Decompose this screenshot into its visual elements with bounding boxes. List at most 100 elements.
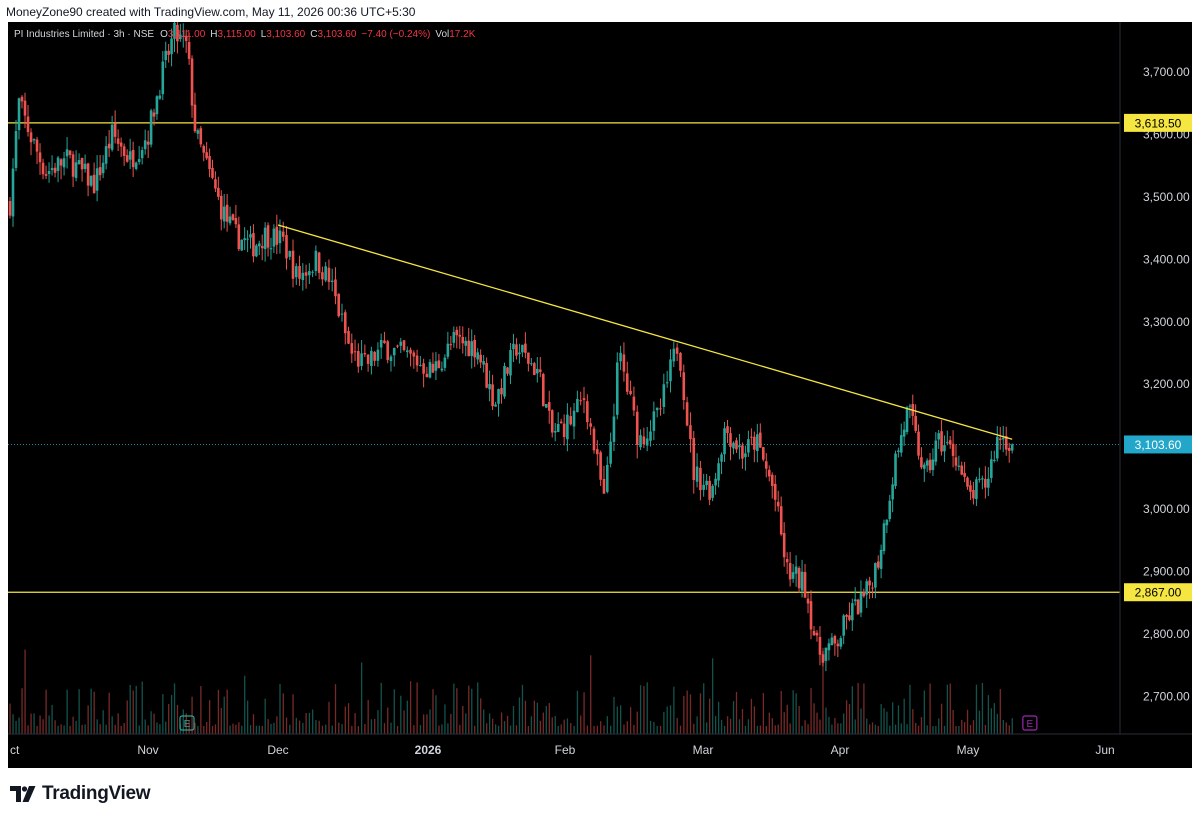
candle-body: [479, 354, 482, 363]
candle-body: [874, 563, 877, 588]
volume-bar: [780, 691, 782, 734]
candle-body: [311, 271, 314, 273]
volume-bar: [99, 724, 101, 734]
candle-body: [625, 373, 629, 392]
candle-body: [65, 149, 69, 157]
candle-body: [876, 561, 880, 568]
legend-vol-key: Vol: [435, 29, 450, 40]
candle-body: [392, 347, 396, 356]
price-line-tag: [1124, 583, 1192, 602]
candle-body: [767, 469, 771, 477]
volume-bar: [533, 700, 536, 734]
volume-bar: [712, 658, 714, 734]
candle-body: [137, 159, 141, 163]
candle-body: [249, 234, 252, 238]
volume-bar: [406, 700, 408, 734]
candle-body: [541, 374, 545, 407]
time-tick-label: Nov: [137, 743, 158, 757]
candle-body: [1001, 437, 1005, 440]
candle-body: [509, 350, 512, 376]
candle-body: [415, 355, 419, 366]
candle-body: [1007, 447, 1011, 451]
candle-body: [827, 643, 831, 651]
volume-bar: [703, 683, 705, 734]
candle-body: [954, 457, 958, 466]
volume-bar: [244, 675, 246, 734]
candle-body: [134, 162, 138, 169]
candle-body: [818, 636, 822, 655]
candle-body: [53, 167, 57, 173]
candle-body: [272, 228, 276, 247]
volume-bar: [560, 724, 562, 734]
candle-body: [455, 329, 459, 336]
volume-bar: [593, 725, 595, 734]
candle-body: [437, 360, 441, 369]
price-tick-label: 3,300.00: [1143, 315, 1190, 329]
volume-bar: [518, 697, 521, 734]
volume-bar: [679, 725, 682, 734]
candle-body: [797, 568, 801, 589]
candle-body: [29, 132, 33, 143]
candle-body: [957, 465, 961, 467]
candle-body: [131, 149, 135, 168]
time-tick-label: Dec: [267, 743, 288, 757]
volume-bar: [883, 708, 885, 734]
candle-body: [350, 343, 354, 354]
candle-body: [428, 362, 432, 378]
volume-bar: [744, 725, 747, 734]
volume-bar: [318, 720, 320, 734]
candle-body: [679, 352, 682, 371]
price-scale: [1120, 22, 1192, 734]
candle-body: [960, 465, 964, 475]
candle-body: [255, 245, 258, 257]
brand-footer[interactable]: TradingView: [10, 783, 151, 805]
candle-body: [685, 402, 689, 426]
candle-body: [500, 387, 503, 395]
candle-body: [702, 484, 705, 490]
candle-body: [609, 441, 612, 464]
volume-bar: [636, 711, 638, 734]
candle-body: [689, 425, 692, 440]
candle-body: [184, 35, 188, 41]
candle-body: [208, 156, 211, 170]
candle-body: [116, 138, 120, 144]
candle-body: [314, 250, 318, 272]
volume-bar: [689, 694, 692, 734]
volume-bar: [357, 725, 360, 734]
candle-body: [987, 478, 990, 488]
candle-body: [38, 152, 42, 163]
candle-body: [383, 340, 386, 344]
candle-body: [443, 357, 447, 368]
candle-body: [711, 485, 714, 498]
candle-body: [723, 428, 726, 455]
candle-body: [464, 340, 468, 346]
volume-bar: [84, 724, 86, 734]
volume-bar: [1011, 718, 1013, 734]
candle-body: [452, 332, 456, 343]
volume-bar: [666, 706, 668, 734]
candle-body: [951, 443, 955, 456]
candlestick-chart[interactable]: EE2,700.002,800.002,900.003,000.003,100.…: [8, 22, 1192, 768]
volume-bar: [477, 682, 479, 734]
volume-bar: [279, 683, 281, 734]
chart-area[interactable]: EE2,700.002,800.002,900.003,000.003,100.…: [8, 22, 1192, 768]
candle-body: [422, 363, 425, 374]
candle-body: [934, 440, 938, 462]
volume-bar: [600, 721, 602, 734]
candle-body: [682, 372, 686, 401]
candle-body: [89, 175, 93, 186]
candle-body: [376, 349, 380, 361]
candle-body: [485, 363, 488, 388]
candle-body: [803, 572, 807, 598]
volume-bar: [551, 717, 553, 734]
volume-bar: [673, 686, 675, 734]
candle-body: [984, 478, 987, 488]
volume-bar: [610, 725, 612, 734]
volume-bar: [845, 700, 848, 734]
tradingview-logo-icon: [10, 786, 36, 802]
candle-body: [228, 216, 232, 224]
volume-bar: [783, 712, 785, 734]
candle-body: [937, 433, 940, 440]
candle-body: [491, 384, 494, 407]
candle-body: [586, 401, 589, 423]
